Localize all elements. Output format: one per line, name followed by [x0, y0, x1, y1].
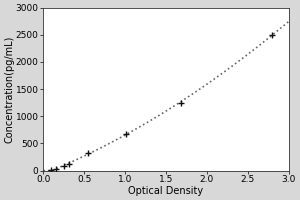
Y-axis label: Concentration(pg/mL): Concentration(pg/mL)	[4, 35, 14, 143]
X-axis label: Optical Density: Optical Density	[128, 186, 204, 196]
